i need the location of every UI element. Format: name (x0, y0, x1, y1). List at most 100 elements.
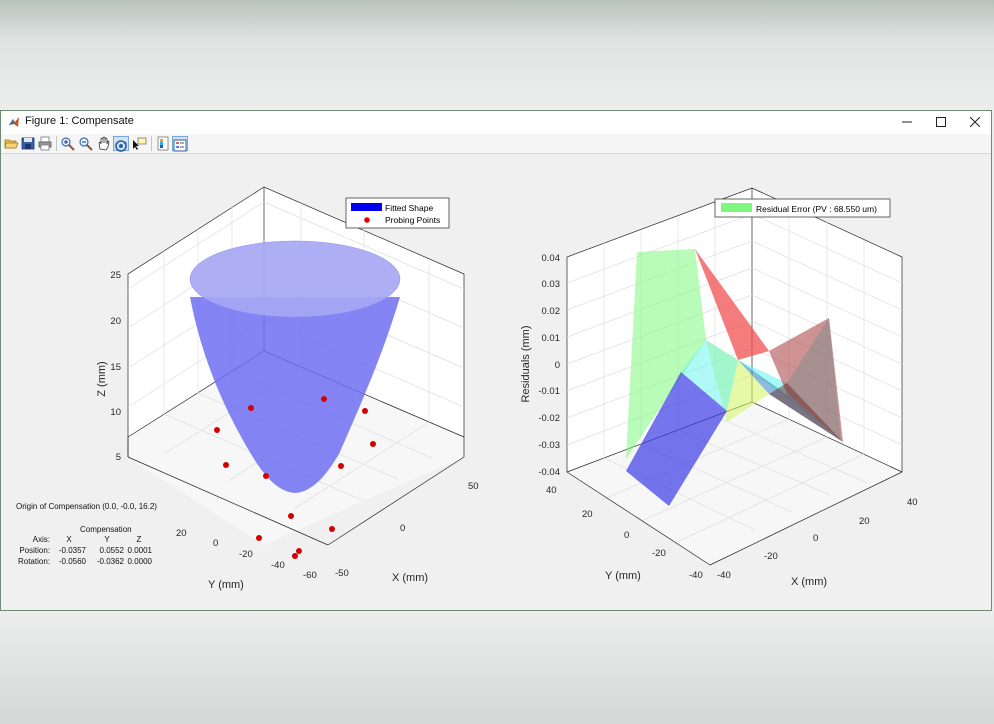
axis-label: Axis: (32, 535, 50, 544)
probing-point (256, 535, 262, 541)
probing-point (292, 553, 298, 559)
probing-point (329, 526, 335, 532)
data-cursor-icon (133, 137, 147, 150)
right-z-tick: 0.01 (542, 333, 561, 344)
probing-point (338, 463, 344, 469)
probing-point (362, 408, 368, 414)
right-z-tick: -0.04 (538, 467, 560, 478)
right-z-axis-label: Residuals (mm) (520, 325, 532, 402)
close-icon (970, 117, 980, 127)
zoom-out-button[interactable] (78, 136, 94, 151)
pan-icon (98, 136, 110, 151)
colorbar-icon (157, 136, 169, 151)
left-x-tick: 0 (400, 523, 405, 534)
right-y-tick: 0 (624, 530, 629, 541)
position-label: Position: (19, 546, 50, 555)
position-y: 0.0552 (99, 546, 124, 555)
figure-window: Figure 1: Compensate (0, 110, 992, 611)
right-y-tick: -40 (689, 570, 703, 581)
left-x-tick: 50 (468, 481, 479, 492)
axis-y-header: Y (104, 535, 110, 544)
probing-point (248, 405, 254, 411)
left-z-tick: 5 (116, 452, 121, 463)
rotation-y: -0.0362 (96, 557, 124, 566)
left-legend[interactable]: Fitted Shape Probing Points (345, 197, 450, 229)
rotation-label: Rotation: (17, 557, 50, 566)
right-z-tick: 0.02 (542, 306, 561, 317)
print-button[interactable] (37, 136, 53, 151)
right-x-tick: 40 (907, 497, 918, 508)
right-x-axis-label: X (mm) (791, 576, 827, 588)
legend-probe-swatch (364, 217, 370, 223)
probing-point (288, 513, 294, 519)
right-legend[interactable]: Residual Error (PV : 68.550 um) (714, 198, 891, 218)
zoom-in-button[interactable] (60, 136, 76, 151)
window-title: Figure 1: Compensate (25, 115, 134, 127)
probing-points (214, 396, 376, 559)
figure-canvas[interactable]: Fitted Shape Probing Points 25 20 15 10 … (1, 154, 991, 610)
title-bar[interactable]: Figure 1: Compensate (1, 111, 991, 134)
rotate-3d-button[interactable] (113, 136, 129, 152)
compensation-title: Compensation (80, 525, 132, 534)
probing-point (263, 473, 269, 479)
maximize-icon (936, 117, 946, 127)
right-z-tick: 0.04 (542, 253, 561, 264)
left-z-axis-label: Z (mm) (96, 361, 108, 396)
left-z-tick: 20 (110, 316, 121, 327)
left-z-tick: 25 (110, 270, 121, 281)
probing-point (223, 462, 229, 468)
compensation-header-row: Axis: X Y Z (12, 535, 164, 546)
axis-z-header: Z (136, 535, 142, 544)
right-z-tick: 0.03 (542, 279, 561, 290)
right-x-tick: -20 (764, 551, 778, 562)
rotation-z: 0.0000 (127, 557, 152, 566)
pan-button[interactable] (96, 136, 112, 151)
legend-fitted-label: Fitted Shape (385, 203, 433, 213)
maximize-button[interactable] (924, 111, 958, 134)
print-icon (38, 136, 52, 151)
position-z: 0.0001 (127, 546, 152, 555)
matlab-icon (8, 116, 20, 128)
minimize-button[interactable] (890, 111, 924, 134)
left-x-tick: -50 (335, 568, 349, 579)
minimize-icon (902, 121, 912, 123)
compensation-rotation-row: Rotation: -0.0560 -0.0362 0.0000 (12, 557, 164, 568)
legend-residual-label: Residual Error (PV : 68.550 um) (756, 204, 877, 214)
right-y-tick: 20 (582, 509, 593, 520)
legend-icon (173, 139, 187, 152)
left-y-tick: 20 (176, 528, 187, 539)
right-x-tick: 0 (813, 533, 818, 544)
probing-point (321, 396, 327, 402)
rotate-3d-icon (115, 140, 127, 152)
probing-point (370, 441, 376, 447)
left-z-tick: 15 (110, 362, 121, 373)
probing-point (214, 427, 220, 433)
compensation-info-box: Origin of Compensation (0.0, -0.0, 16.2)… (12, 498, 164, 574)
legend-button[interactable] (172, 136, 188, 152)
rotation-x: -0.0560 (58, 557, 86, 566)
right-y-tick: 40 (546, 485, 557, 496)
left-x-axis-label: X (mm) (392, 572, 428, 584)
axis-x-header: X (66, 535, 72, 544)
legend-probe-label: Probing Points (385, 215, 440, 225)
open-file-button[interactable] (3, 136, 19, 151)
right-z-tick: -0.03 (538, 440, 560, 451)
save-button[interactable] (20, 136, 36, 151)
close-button[interactable] (958, 111, 992, 134)
position-x: -0.0357 (58, 546, 86, 555)
left-y-tick: -40 (271, 560, 285, 571)
data-cursor-button[interactable] (131, 136, 147, 151)
right-z-tick: -0.01 (538, 386, 560, 397)
open-file-icon (4, 139, 19, 149)
save-icon (21, 137, 35, 150)
residual-error-surface (626, 249, 843, 506)
compensation-position-row: Position: -0.0357 0.0552 0.0001 (12, 546, 164, 557)
fitted-shape-surface (189, 240, 401, 493)
left-y-tick: 0 (213, 538, 218, 549)
right-z-tick: -0.02 (538, 413, 560, 424)
legend-fitted-swatch (351, 203, 382, 211)
left-y-tick: -20 (239, 549, 253, 560)
right-z-tick: 0 (555, 360, 560, 371)
legend-residual-swatch (721, 203, 752, 212)
colorbar-button[interactable] (155, 136, 171, 151)
